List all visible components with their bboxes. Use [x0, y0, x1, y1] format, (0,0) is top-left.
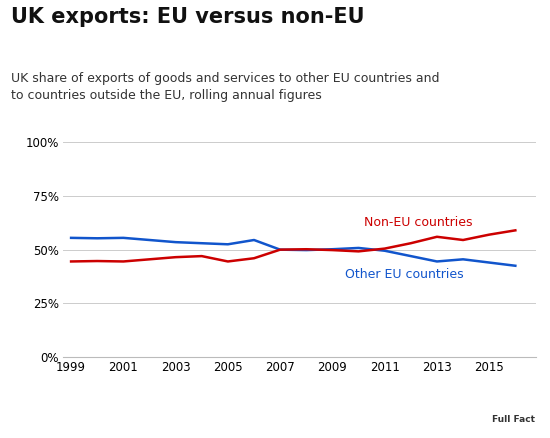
Polygon shape: [476, 361, 550, 436]
Text: UK exports: EU versus non-EU: UK exports: EU versus non-EU: [11, 7, 365, 27]
Text: Source:: Source:: [10, 375, 58, 385]
Text: Non-EU countries: Non-EU countries: [364, 216, 472, 230]
Text: Full Fact: Full Fact: [492, 415, 535, 424]
Text: UK share of exports of goods and services to other EU countries and
to countries: UK share of exports of goods and service…: [11, 72, 439, 102]
Text: ONS balance of payments datasets "Exports: European Union" (L7D7) and
"Exports: : ONS balance of payments datasets "Export…: [50, 375, 468, 397]
Text: Other EU countries: Other EU countries: [345, 268, 464, 281]
